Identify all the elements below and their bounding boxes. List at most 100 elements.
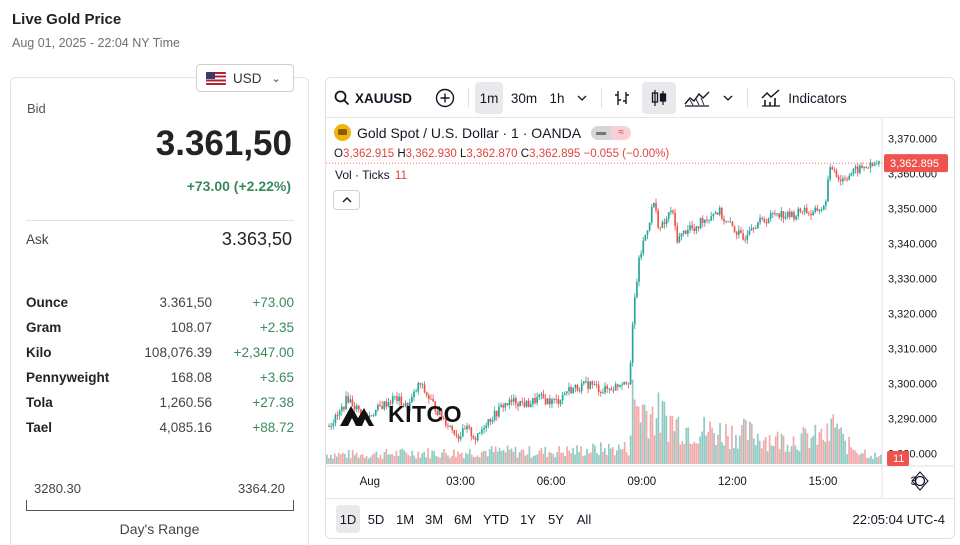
volume-bar bbox=[590, 452, 592, 464]
interval-1h-button[interactable]: 1h bbox=[549, 90, 565, 106]
volume-bar bbox=[580, 446, 582, 464]
unit-change: +73.00 bbox=[252, 295, 294, 310]
candle bbox=[340, 406, 343, 411]
volume-bar bbox=[582, 456, 584, 464]
volume-bar bbox=[838, 428, 841, 464]
x-tick-label: 15:00 bbox=[809, 476, 838, 488]
interval-30m-button[interactable]: 30m bbox=[510, 90, 538, 106]
volume-bar bbox=[661, 400, 664, 464]
bar-chart-style-button[interactable] bbox=[608, 82, 636, 114]
volume-bar bbox=[786, 444, 789, 464]
range-1m-button[interactable]: 1M bbox=[395, 511, 415, 527]
candle bbox=[334, 414, 337, 424]
candle bbox=[678, 236, 681, 243]
volume-bar bbox=[818, 432, 821, 464]
area-chart-style-button[interactable] bbox=[681, 82, 713, 114]
price-chart[interactable]: 3,370.0003,360.0003,350.0003,340.0003,33… bbox=[326, 118, 955, 498]
volume-bar bbox=[727, 435, 729, 464]
symbol-search-button[interactable]: XAUUSD bbox=[332, 82, 414, 114]
volume-bar bbox=[681, 440, 684, 464]
range-5y-button[interactable]: 5Y bbox=[548, 511, 564, 527]
candles-chart-style-button[interactable] bbox=[642, 82, 676, 114]
candle bbox=[661, 222, 664, 228]
range-1d-button[interactable]: 1D bbox=[336, 505, 360, 533]
volume-bar bbox=[621, 449, 624, 464]
unit-price: 108,076.39 bbox=[144, 345, 212, 360]
candle bbox=[578, 390, 581, 392]
volume-bar bbox=[496, 451, 499, 464]
range-ytd-button[interactable]: YTD bbox=[483, 511, 509, 527]
unit-price: 4,085.16 bbox=[159, 420, 212, 435]
range-5d-button[interactable]: 5D bbox=[367, 511, 385, 527]
volume-bar bbox=[605, 454, 608, 464]
range-1y-button[interactable]: 1Y bbox=[520, 511, 536, 527]
unit-name: Gram bbox=[26, 320, 62, 335]
candles-icon bbox=[651, 90, 667, 106]
range-all-button[interactable]: All bbox=[576, 511, 592, 527]
volume-bar bbox=[778, 449, 781, 464]
unit-name: Pennyweight bbox=[26, 370, 110, 385]
collapse-legend-button[interactable] bbox=[333, 190, 360, 210]
interval-dropdown[interactable] bbox=[572, 82, 592, 114]
candle bbox=[799, 208, 802, 212]
volume-bar bbox=[854, 450, 856, 464]
candle bbox=[814, 207, 817, 212]
volume-bar bbox=[403, 450, 406, 464]
y-tick-label: 3,290.000 bbox=[888, 414, 937, 426]
unit-row-gram: Gram 108.07 +2.35 bbox=[26, 317, 294, 342]
volume-bar bbox=[673, 431, 676, 464]
volume-bar bbox=[391, 454, 394, 464]
candle bbox=[841, 178, 844, 182]
currency-select[interactable]: USD ⌄ bbox=[196, 64, 294, 92]
volume-bar bbox=[780, 433, 783, 464]
volume-bar bbox=[657, 392, 660, 464]
candle bbox=[863, 166, 865, 168]
volume-bar bbox=[600, 442, 602, 464]
candle bbox=[425, 392, 428, 396]
candle bbox=[551, 399, 553, 405]
volume-bar bbox=[750, 423, 753, 464]
volume-bar bbox=[776, 431, 779, 464]
candle bbox=[585, 381, 587, 383]
volume-bar bbox=[367, 458, 370, 464]
volume-bar bbox=[689, 443, 692, 464]
volume-bar bbox=[810, 437, 813, 464]
range-6m-button[interactable]: 6M bbox=[453, 511, 473, 527]
candle bbox=[351, 399, 354, 407]
volume-bar bbox=[711, 427, 713, 464]
x-tick-label: 09:00 bbox=[627, 476, 656, 488]
volume-bar bbox=[375, 451, 378, 464]
chart-style-dropdown[interactable] bbox=[718, 82, 738, 114]
bars-icon bbox=[615, 91, 629, 105]
y-tick-label: 3,350.000 bbox=[888, 203, 937, 215]
volume-bar bbox=[528, 446, 531, 464]
candle bbox=[695, 226, 698, 231]
last-volume-tag bbox=[887, 451, 909, 466]
volume-bar bbox=[715, 444, 717, 464]
y-tick-label: 3,300.000 bbox=[888, 379, 937, 391]
volume-bar bbox=[679, 444, 682, 464]
volume-bar bbox=[365, 455, 368, 464]
candle bbox=[740, 230, 742, 234]
page-title: Live Gold Price bbox=[12, 11, 122, 28]
volume-bar bbox=[876, 457, 878, 464]
candle bbox=[786, 211, 789, 217]
bid-change: +73.00 (+2.22%) bbox=[186, 178, 291, 194]
volume-bar bbox=[607, 443, 610, 464]
volume-bar bbox=[737, 448, 739, 464]
indicators-button[interactable]: Indicators bbox=[754, 82, 854, 114]
unit-price: 168.08 bbox=[170, 370, 212, 385]
volume-bar bbox=[548, 451, 551, 464]
volume-bar bbox=[840, 427, 842, 464]
candle bbox=[822, 205, 825, 210]
candle bbox=[650, 207, 653, 223]
candle bbox=[472, 436, 475, 439]
compare-button[interactable] bbox=[430, 82, 460, 114]
range-3m-button[interactable]: 3M bbox=[424, 511, 444, 527]
volume-bar bbox=[770, 445, 773, 464]
volume-bar bbox=[488, 449, 491, 464]
interval-1m-button[interactable]: 1m bbox=[475, 82, 503, 114]
candle bbox=[825, 201, 827, 206]
candle bbox=[398, 396, 400, 402]
candle bbox=[449, 425, 451, 427]
